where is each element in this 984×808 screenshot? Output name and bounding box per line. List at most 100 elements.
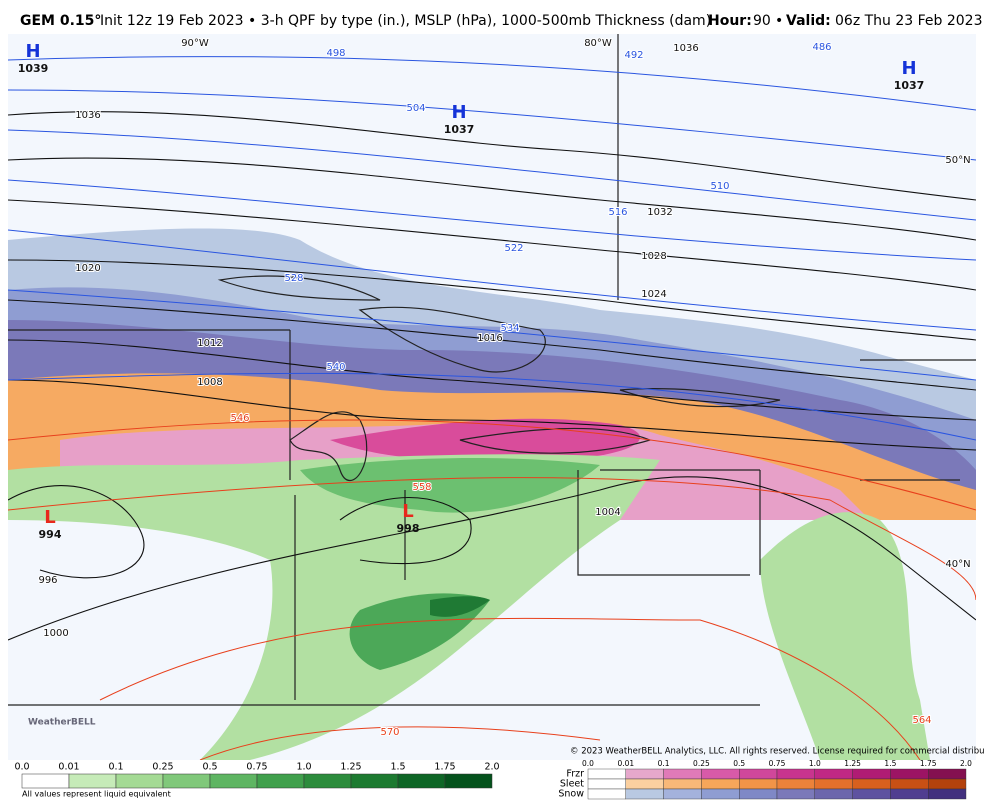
- precip-type-label: Frzr: [566, 769, 584, 780]
- isobar-label: 1036: [75, 110, 100, 121]
- color-swatch: [625, 778, 664, 790]
- copyright: © 2023 WeatherBELL Analytics, LLC. All r…: [570, 747, 984, 757]
- valid-label: Valid:: [786, 13, 831, 29]
- color-swatch: [701, 768, 740, 780]
- legend: 0.0 0.01 0.1 0.25 0.5 0.75 1.0 1.25 1.5 1.75 2.0 A…: [14, 759, 972, 800]
- precip-type-label: Sleet: [560, 779, 584, 790]
- pressure-symbol: H: [451, 102, 466, 123]
- isobar-label: 1004: [595, 507, 620, 518]
- valid: 06z Thu 23 Feb 2023: [835, 13, 983, 29]
- color-swatch: [890, 778, 929, 790]
- type-tick-label: 0.5: [733, 759, 745, 768]
- rain-tick-label: 0.0: [14, 762, 29, 773]
- color-swatch: [701, 788, 740, 800]
- pressure-value: 998: [397, 522, 420, 535]
- color-swatch: [115, 773, 164, 789]
- pressure-value: 1037: [894, 79, 925, 92]
- isobar-label: 1020: [75, 263, 100, 274]
- color-swatch: [256, 773, 305, 789]
- color-swatch: [625, 768, 664, 780]
- color-swatch: [852, 768, 891, 780]
- color-swatch: [739, 768, 778, 780]
- map: H1039H1037H1037L994L99810361036103210281…: [8, 34, 976, 760]
- isobar-label: 1000: [43, 628, 68, 639]
- legend-note: All values represent liquid equivalent: [22, 790, 171, 799]
- pressure-value: 1037: [444, 123, 475, 136]
- pressure-symbol: L: [402, 501, 413, 522]
- color-swatch: [852, 788, 891, 800]
- thickness-label: 546: [230, 413, 249, 424]
- color-swatch: [739, 788, 778, 800]
- color-swatch: [814, 788, 853, 800]
- type-tick-label: 1.0: [809, 759, 821, 768]
- color-swatch: [928, 778, 967, 790]
- color-swatch: [663, 768, 702, 780]
- color-swatch: [444, 773, 493, 789]
- type-colorbar: 0.0 0.01 0.1 0.25 0.5 0.75 1.0 1.25 1.5 1.75 2.0 Fr…: [558, 759, 972, 800]
- grid-label: 90°W: [181, 38, 209, 49]
- rain-light-east: [760, 512, 930, 760]
- model: GEM 0.15°: [20, 13, 101, 29]
- thickness-label: 486: [812, 42, 831, 53]
- type-tick-label: 0.75: [769, 759, 786, 768]
- isobar-label: 1024: [641, 289, 666, 300]
- color-swatch: [814, 768, 853, 780]
- precip-type-label: Snow: [558, 789, 584, 800]
- color-swatch: [701, 778, 740, 790]
- color-swatch: [663, 778, 702, 790]
- isobar-label: 1028: [641, 251, 666, 262]
- rain-tick-label: 0.75: [246, 762, 267, 773]
- type-tick-label: 0.25: [693, 759, 710, 768]
- thickness-label: 516: [608, 207, 627, 218]
- thickness-blue: [8, 56, 976, 441]
- isobars: [8, 111, 976, 641]
- pressure-symbol: L: [44, 507, 55, 528]
- thickness-label: 540: [326, 362, 345, 373]
- grid-label: 50°N: [945, 155, 970, 166]
- grid-label: 40°N: [945, 559, 970, 570]
- type-tick-label: 1.75: [920, 759, 937, 768]
- rain-tick-label: 2.0: [484, 762, 499, 773]
- type-tick-label: 1.5: [884, 759, 896, 768]
- thickness-label: 522: [504, 243, 523, 254]
- color-swatch: [587, 778, 626, 790]
- color-swatch: [68, 773, 117, 789]
- thickness-label: 492: [624, 50, 643, 61]
- hour: 90: [753, 13, 771, 29]
- thickness-label: 558: [412, 482, 431, 493]
- rain-tick-label: 0.5: [202, 762, 217, 773]
- rain-medium: [300, 458, 600, 513]
- rain-tick-label: 1.0: [296, 762, 311, 773]
- pressure-symbol: H: [901, 58, 916, 79]
- thickness-label: 498: [326, 48, 345, 59]
- color-swatch: [739, 778, 778, 790]
- color-swatch: [890, 788, 929, 800]
- thickness-label: 534: [500, 323, 519, 334]
- description: Init 12z 19 Feb 2023 • 3-h QPF by type (…: [100, 13, 711, 29]
- color-swatch: [776, 768, 815, 780]
- logo: WeatherBELL: [28, 718, 96, 728]
- color-swatch: [814, 778, 853, 790]
- isobar-label: 1032: [647, 207, 672, 218]
- isobar-label: 1016: [477, 333, 502, 344]
- color-swatch: [162, 773, 211, 789]
- color-swatch: [587, 768, 626, 780]
- pressure-value: 1039: [18, 62, 49, 75]
- type-tick-label: 2.0: [960, 759, 972, 768]
- thickness-label: 504: [406, 103, 425, 114]
- type-tick-label: 0.01: [617, 759, 634, 768]
- separator: •: [775, 13, 783, 29]
- rain-tick-label: 1.75: [434, 762, 455, 773]
- thickness-label: 564: [912, 715, 931, 726]
- pressure-symbol: H: [25, 41, 40, 62]
- color-swatch: [776, 778, 815, 790]
- color-swatch: [928, 768, 967, 780]
- rain-colorbar: 0.0 0.01 0.1 0.25 0.5 0.75 1.0 1.25 1.5 1.75 2.0: [14, 762, 500, 789]
- thickness-red: [8, 419, 976, 760]
- color-swatch: [587, 788, 626, 800]
- isobar-label: 1036: [673, 43, 698, 54]
- rain-tick-label: 0.25: [152, 762, 173, 773]
- isobar-label: 1008: [197, 377, 222, 388]
- type-tick-label: 0.1: [658, 759, 670, 768]
